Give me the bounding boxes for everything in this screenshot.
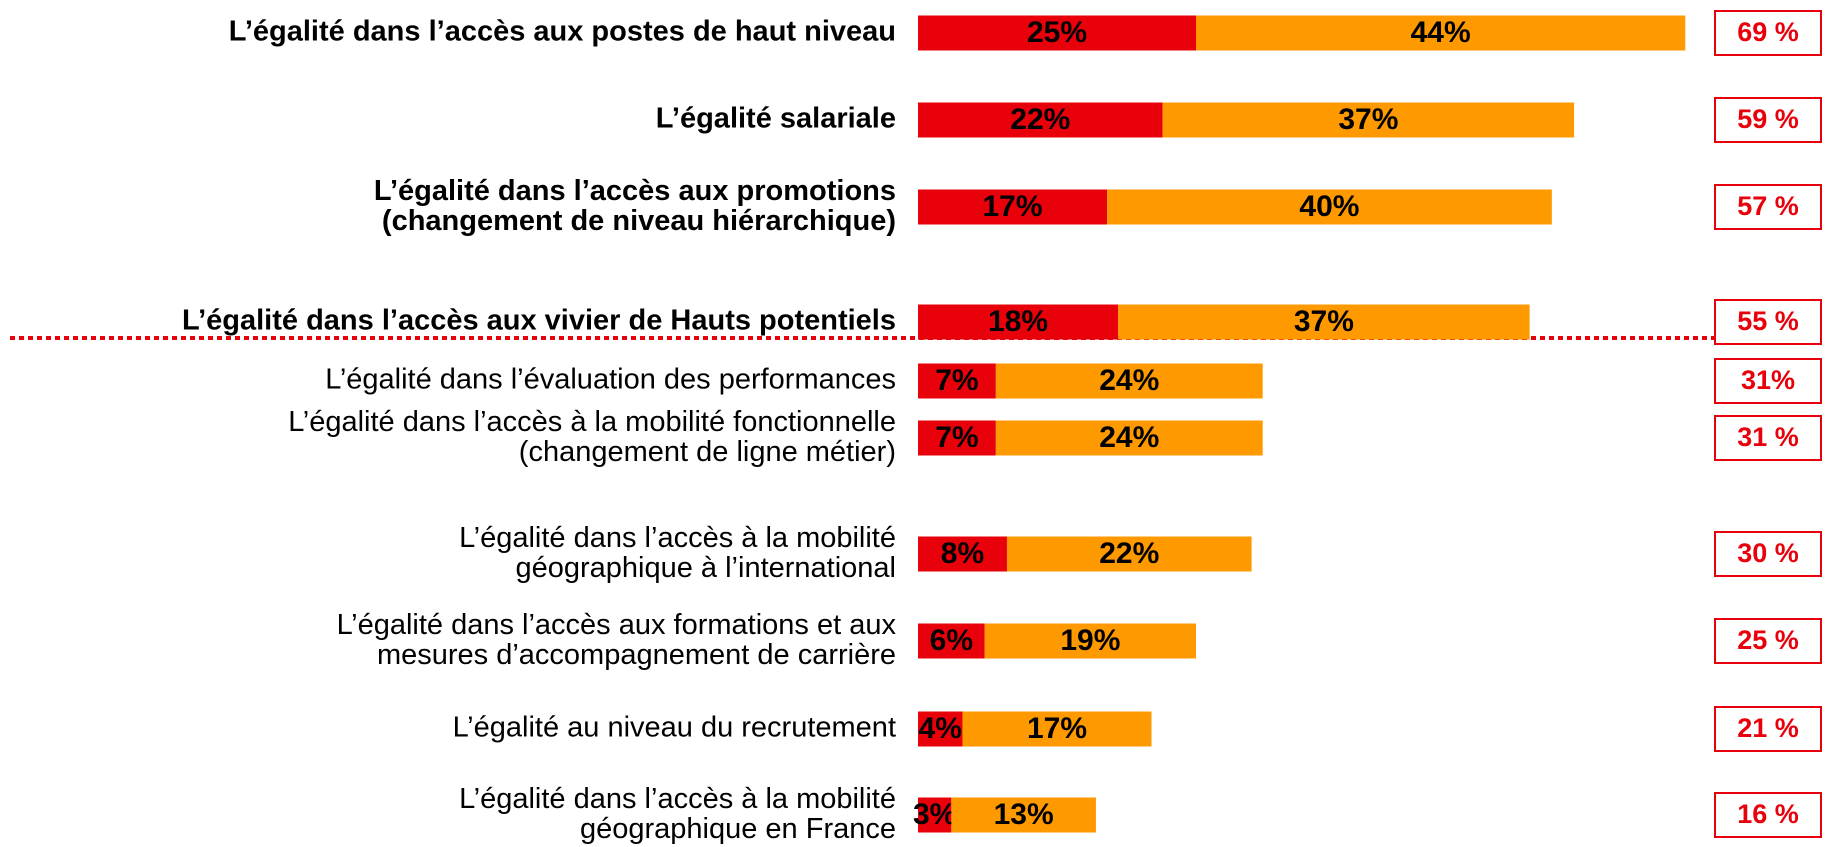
bar-segment [918, 363, 996, 399]
bar-segment [918, 304, 1119, 340]
segment-label: 24% [1099, 364, 1159, 397]
category-label: L’égalité dans l’accès à la mobilité fon… [288, 406, 896, 468]
bar-segment [984, 623, 1196, 659]
segment-label: 13% [994, 798, 1054, 831]
segment-label: 8% [941, 537, 984, 570]
category-label: L’égalité dans l’accès aux postes de hau… [229, 16, 896, 48]
total-label: 31 % [1737, 422, 1799, 452]
total-label: 31% [1741, 365, 1795, 395]
segment-label: 22% [1010, 103, 1070, 136]
total-box [1714, 706, 1822, 752]
total-box [1714, 299, 1822, 345]
total-label: 25 % [1737, 625, 1799, 655]
bar-segment [1118, 304, 1530, 340]
total-box [1714, 531, 1822, 577]
total-box [1714, 792, 1822, 838]
category-label: L’égalité au niveau du recrutement [453, 712, 896, 744]
segment-label: 37% [1338, 103, 1398, 136]
segment-label: 44% [1411, 16, 1471, 49]
bar-segment [951, 797, 1096, 833]
segment-label: 18% [988, 305, 1048, 338]
bar-segment [918, 623, 985, 659]
category-label: L’égalité dans l’accès aux formations et… [337, 609, 897, 671]
segment-label: 7% [935, 364, 978, 397]
segment-label: 4% [919, 712, 962, 745]
category-label: L’égalité salariale [656, 103, 896, 135]
total-box [1714, 10, 1822, 56]
total-box [1714, 184, 1822, 230]
segment-label: 19% [1060, 624, 1120, 657]
bar-segment [1162, 102, 1575, 138]
bar-segment [918, 536, 1007, 572]
segment-label: 25% [1027, 16, 1087, 49]
bar-segment [962, 711, 1152, 747]
bar-segment [918, 711, 963, 747]
total-label: 16 % [1737, 799, 1799, 829]
bar-segment [995, 420, 1263, 456]
total-box [1714, 97, 1822, 143]
bar-segment [918, 189, 1108, 225]
category-label: L’égalité dans l’accès à la mobilité géog… [459, 783, 896, 845]
bar-segment [918, 797, 952, 833]
segment-label: 17% [982, 190, 1042, 223]
segment-label: 37% [1294, 305, 1354, 338]
total-label: 30 % [1737, 538, 1799, 568]
segment-label: 22% [1099, 537, 1159, 570]
category-label: L’égalité dans l’accès à la mobilité géog… [459, 522, 896, 584]
segment-label: 40% [1299, 190, 1359, 223]
segment-label: 17% [1027, 712, 1087, 745]
segment-label: 7% [935, 421, 978, 454]
total-box [1714, 358, 1822, 404]
bar-segment [918, 15, 1196, 51]
total-label: 55 % [1737, 306, 1799, 336]
total-label: 69 % [1737, 17, 1799, 47]
segment-label: 6% [930, 624, 973, 657]
bar-segment [918, 420, 996, 456]
total-box [1714, 415, 1822, 461]
category-label: L’égalité dans l’évaluation des performa… [325, 364, 896, 396]
segment-label: 24% [1099, 421, 1159, 454]
bar-segment [918, 102, 1163, 138]
total-label: 59 % [1737, 104, 1799, 134]
total-label: 21 % [1737, 713, 1799, 743]
total-label: 57 % [1737, 191, 1799, 221]
category-label: L’égalité dans l’accès aux promotions (ch… [374, 175, 896, 237]
total-box [1714, 618, 1822, 664]
bar-segment [995, 363, 1263, 399]
segment-label: 3% [913, 798, 956, 831]
bar-segment [1006, 536, 1252, 572]
bar-segment [1107, 189, 1552, 225]
bar-segment [1196, 15, 1686, 51]
category-label: L’égalité dans l’accès aux vivier de Hau… [182, 305, 896, 337]
